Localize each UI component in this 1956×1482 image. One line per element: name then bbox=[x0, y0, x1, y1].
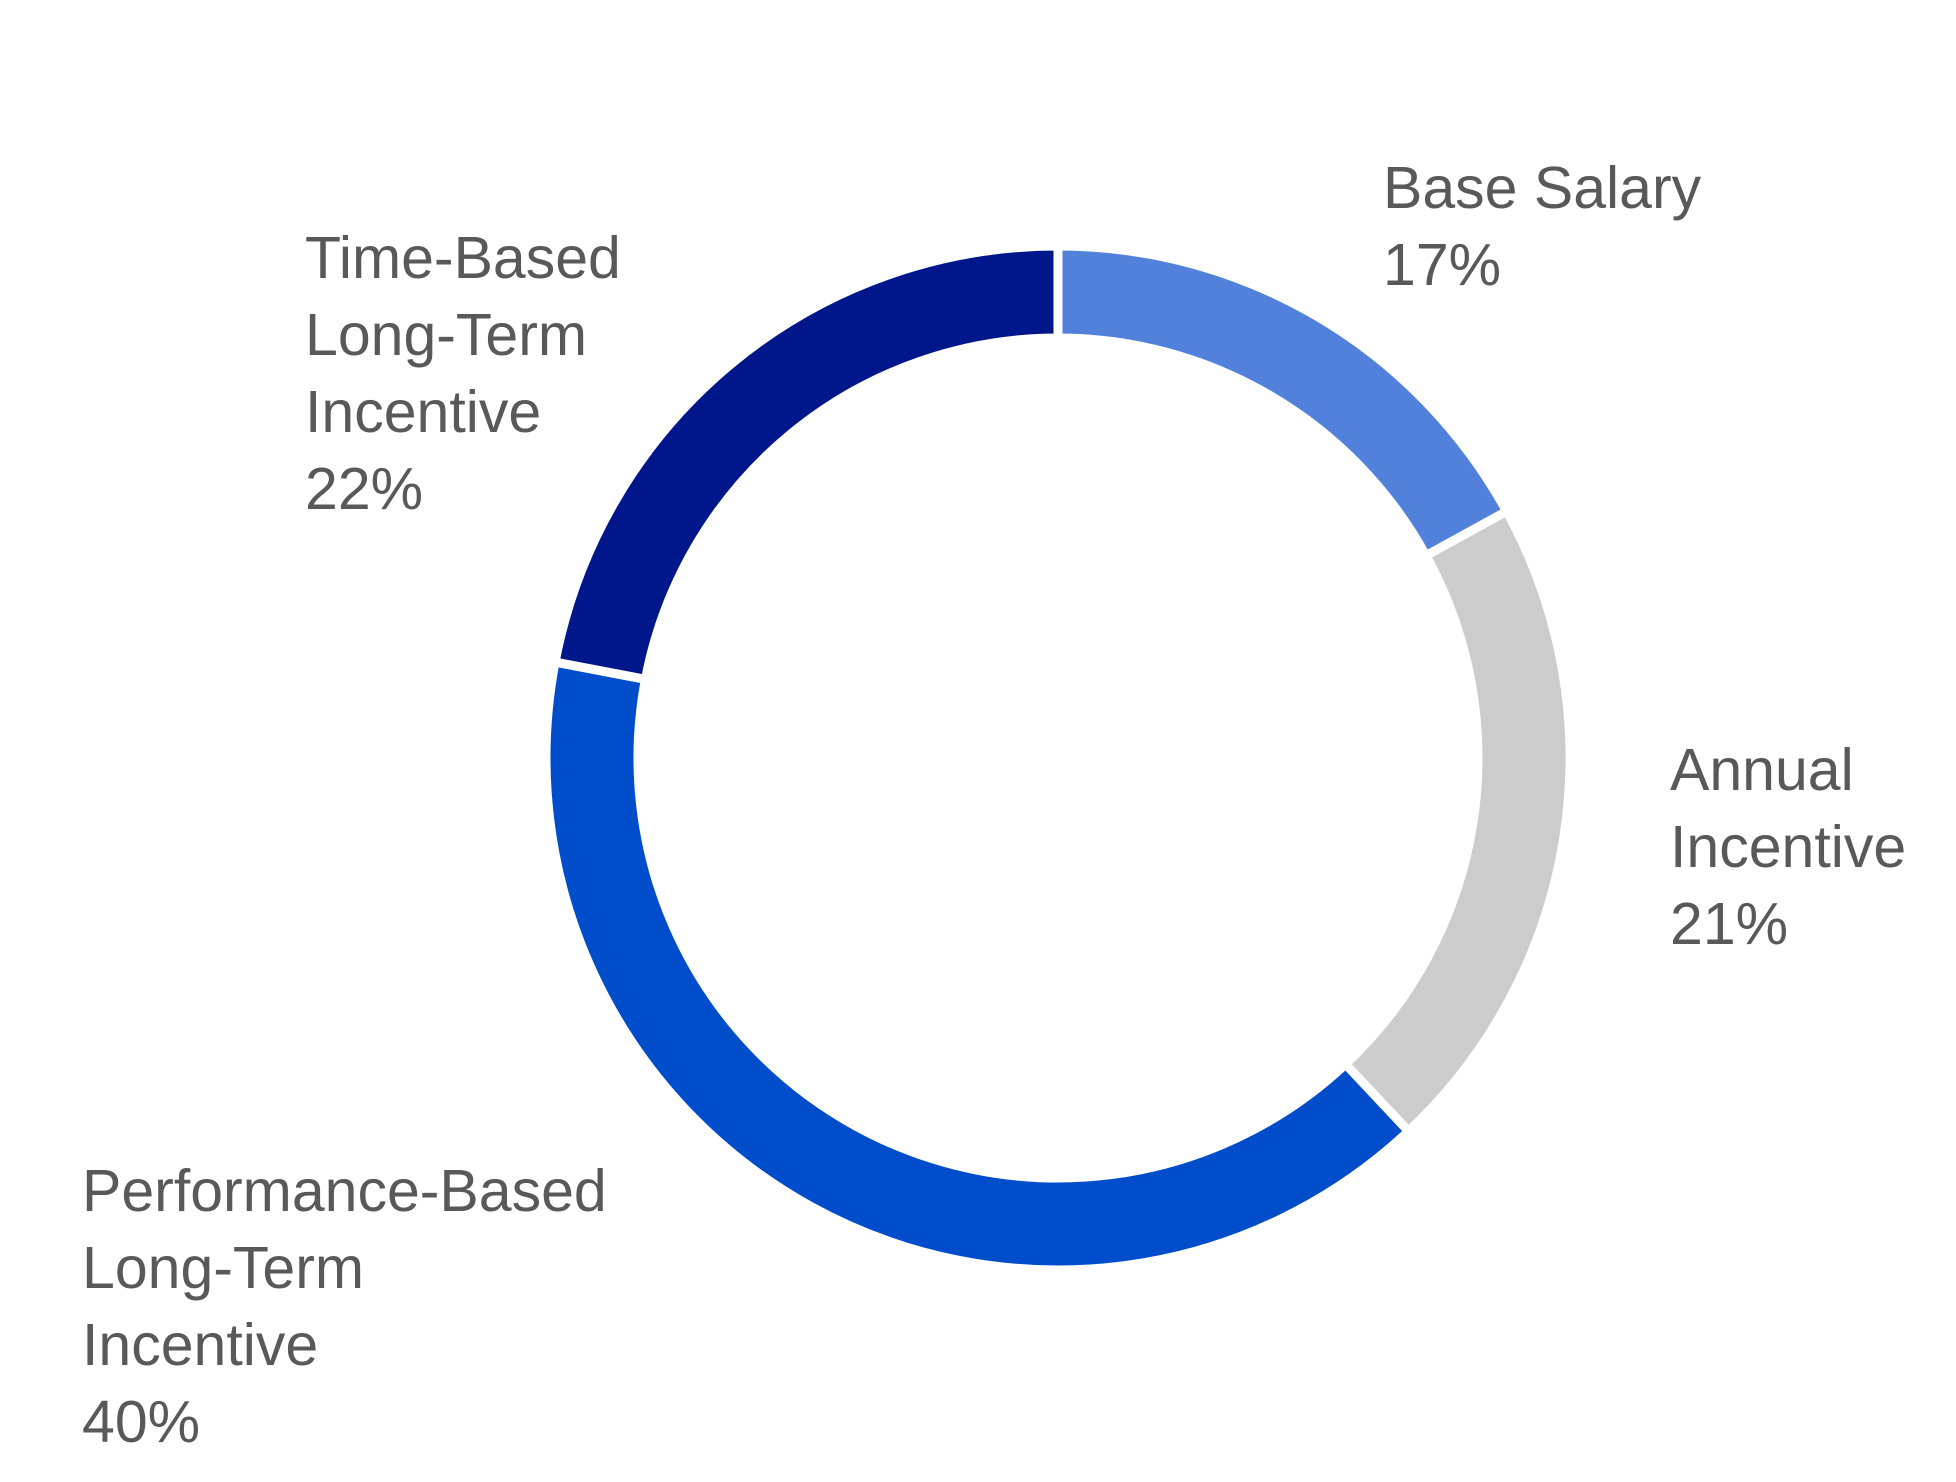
slice-label-annual-incentive: Annual Incentive 21% bbox=[1670, 732, 1906, 963]
donut-slice-3 bbox=[549, 241, 1063, 685]
slice-label-line: Performance-Based bbox=[82, 1158, 607, 1224]
slice-label-line: Time-Based bbox=[305, 225, 621, 291]
slice-percent: 22% bbox=[305, 456, 424, 522]
donut-slice-1 bbox=[1339, 505, 1575, 1138]
slice-percent: 40% bbox=[82, 1389, 201, 1455]
slice-percent: 17% bbox=[1383, 232, 1502, 298]
slice-label-line: Annual bbox=[1670, 737, 1854, 803]
slice-label-line: Incentive bbox=[1670, 814, 1907, 880]
slice-label-line: Incentive bbox=[82, 1312, 319, 1378]
slice-label-line: Incentive bbox=[305, 379, 542, 445]
slice-label-time-based-lti: Time-Based Long-Term Incentive 22% bbox=[305, 220, 621, 528]
slice-label-line: Long-Term bbox=[82, 1235, 365, 1301]
donut-slice-2 bbox=[541, 656, 1415, 1275]
slice-percent: 21% bbox=[1670, 891, 1789, 957]
slice-label-performance-based-lti: Performance-Based Long-Term Incentive 40… bbox=[82, 1153, 607, 1461]
slice-label-base-salary: Base Salary 17% bbox=[1383, 150, 1701, 304]
slice-label-line: Long-Term bbox=[305, 302, 588, 368]
slice-label-line: Base Salary bbox=[1383, 155, 1702, 221]
